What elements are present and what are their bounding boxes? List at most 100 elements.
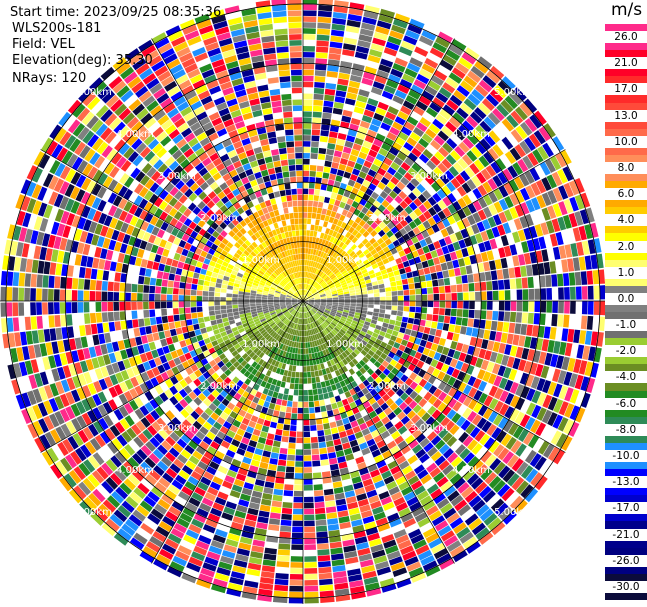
range-gate xyxy=(334,334,341,341)
range-gate xyxy=(229,410,238,419)
range-gate xyxy=(225,501,237,510)
range-gate xyxy=(361,428,371,436)
range-gate xyxy=(502,469,516,483)
range-gate xyxy=(449,94,463,107)
range-gate xyxy=(318,147,327,155)
range-gate xyxy=(323,166,331,174)
range-gate xyxy=(356,417,365,426)
range-gate xyxy=(419,354,428,363)
range-gate xyxy=(359,316,366,321)
range-gate xyxy=(361,327,368,333)
range-gate xyxy=(449,316,457,325)
range-gate xyxy=(491,226,500,238)
range-gate xyxy=(332,259,339,266)
range-gate xyxy=(259,582,274,591)
range-gate xyxy=(576,344,585,359)
range-gate xyxy=(372,241,380,249)
range-gate xyxy=(190,551,206,562)
range-gate xyxy=(167,308,174,316)
range-gate xyxy=(478,531,494,545)
range-gate xyxy=(364,262,372,269)
range-gate xyxy=(446,452,459,464)
range-gate xyxy=(440,228,449,238)
range-gate xyxy=(175,267,183,276)
range-gate xyxy=(536,407,547,421)
range-gate xyxy=(349,344,356,351)
range-gate xyxy=(206,384,215,394)
range-gate xyxy=(171,259,179,268)
range-gate xyxy=(374,186,383,195)
range-gate xyxy=(387,512,400,522)
range-gate xyxy=(241,343,248,350)
range-gate xyxy=(277,465,286,472)
range-gate xyxy=(333,101,344,110)
range-gate xyxy=(186,277,193,284)
range-gate xyxy=(300,306,303,313)
range-gate xyxy=(460,419,471,431)
range-gate xyxy=(240,360,248,367)
range-gate xyxy=(253,383,260,391)
range-gate xyxy=(305,242,309,248)
range-gate xyxy=(329,339,335,346)
range-gate xyxy=(326,303,333,306)
range-gate xyxy=(375,153,386,162)
range-gate xyxy=(131,452,144,465)
range-gate xyxy=(204,275,212,282)
range-gate xyxy=(308,299,315,301)
range-gate xyxy=(303,200,308,207)
range-gate xyxy=(427,52,442,64)
range-gate xyxy=(383,475,395,485)
range-gate xyxy=(464,490,478,503)
range-gate xyxy=(348,464,358,473)
range-gate xyxy=(259,336,266,343)
range-gate xyxy=(297,413,303,420)
range-gate xyxy=(369,123,380,133)
range-gate xyxy=(410,330,418,337)
range-gate xyxy=(315,525,328,532)
range-gate xyxy=(380,341,388,348)
range-gate xyxy=(323,392,330,400)
range-gate xyxy=(314,302,321,305)
range-gate xyxy=(373,292,380,297)
range-gate xyxy=(158,520,173,533)
range-gate xyxy=(438,238,447,248)
range-gate xyxy=(317,257,322,263)
range-gate xyxy=(487,216,497,228)
range-gate xyxy=(542,443,555,459)
range-gate xyxy=(305,312,308,318)
range-gate xyxy=(317,310,323,315)
range-gate xyxy=(285,320,291,326)
range-gate xyxy=(508,267,516,279)
range-gate xyxy=(248,556,263,565)
range-gate xyxy=(462,206,472,217)
range-gate xyxy=(334,96,346,104)
range-gate xyxy=(563,198,574,214)
range-gate xyxy=(557,169,568,184)
range-gate xyxy=(350,274,357,279)
range-gate xyxy=(425,505,439,517)
range-gate xyxy=(427,405,437,416)
range-gate xyxy=(485,165,497,178)
range-gate xyxy=(339,201,346,209)
range-gate xyxy=(340,527,353,536)
range-gate xyxy=(234,353,242,361)
range-gate xyxy=(101,480,114,494)
range-gate xyxy=(138,275,145,285)
range-gate xyxy=(376,275,383,281)
range-gate xyxy=(390,393,400,402)
range-gate xyxy=(123,460,135,473)
range-gate xyxy=(275,398,283,406)
range-gate xyxy=(355,291,362,296)
range-gate xyxy=(399,268,406,275)
range-gate xyxy=(450,440,462,452)
range-gate xyxy=(408,283,415,290)
range-gate xyxy=(444,356,453,366)
range-gate xyxy=(318,357,324,364)
range-gate xyxy=(404,328,412,336)
range-gate xyxy=(315,262,320,269)
range-gate xyxy=(432,398,443,409)
range-gate xyxy=(329,125,340,133)
range-gate xyxy=(322,417,329,424)
range-gate xyxy=(430,155,441,166)
range-gate xyxy=(342,539,355,547)
